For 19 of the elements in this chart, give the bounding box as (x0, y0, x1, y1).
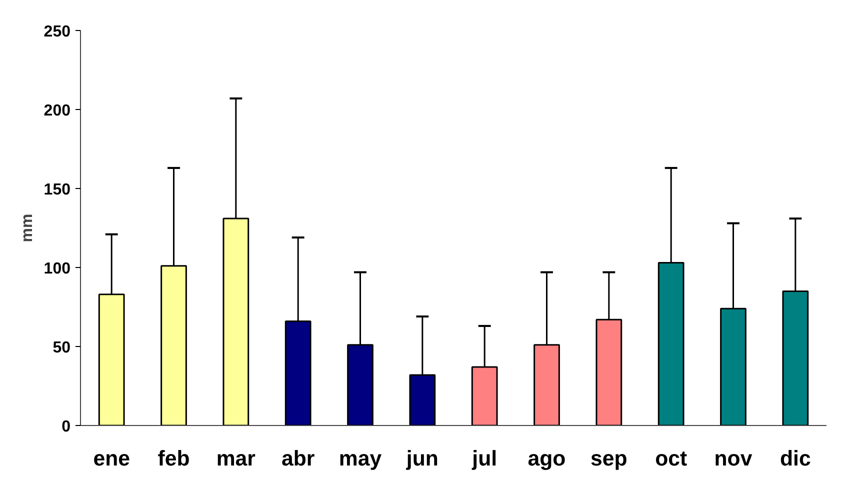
x-tick-label: abr (281, 446, 315, 470)
x-tick-label: jun (405, 446, 438, 470)
y-tick-label: 150 (44, 182, 71, 198)
x-tick-label: dic (780, 446, 811, 470)
y-tick-label: 50 (52, 340, 71, 356)
y-tick-label: 0 (62, 418, 71, 436)
y-tick-label: 250 (44, 24, 71, 40)
x-tick-label: nov (714, 446, 752, 470)
x-tick-label: mar (216, 446, 256, 470)
x-tick-label: ago (528, 446, 566, 470)
x-tick-label: oct (655, 446, 688, 470)
y-tick-label: 200 (44, 102, 71, 120)
x-tick-label: feb (158, 446, 190, 470)
x-tick-label: may (338, 446, 382, 470)
x-tick-label: sep (590, 446, 628, 470)
x-tick-label: jul (471, 446, 498, 470)
x-tick-label: ene (93, 446, 130, 470)
y-axis-title: mm (18, 214, 36, 242)
y-tick-label: 100 (44, 260, 71, 278)
